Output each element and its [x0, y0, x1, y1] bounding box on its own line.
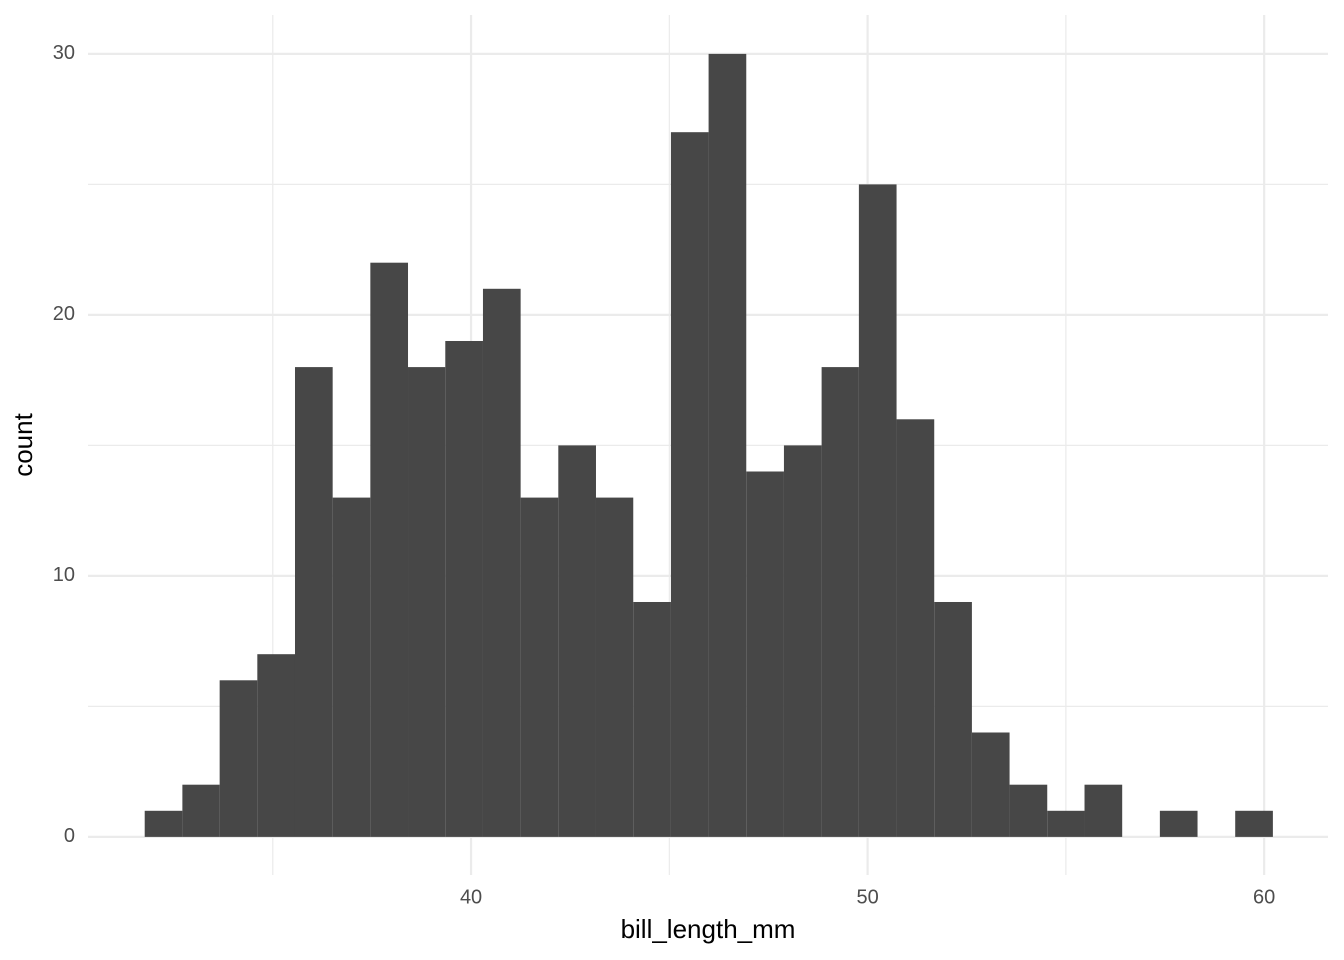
bar [257, 654, 295, 837]
bar [821, 367, 859, 837]
labels: 40 50 60 0 10 20 30 [53, 42, 1276, 908]
bar [332, 497, 371, 837]
bar [858, 184, 897, 837]
bars [144, 53, 1273, 837]
bar [1009, 784, 1048, 837]
bar [558, 445, 596, 837]
bar [144, 810, 183, 837]
bar [445, 340, 483, 837]
y-axis-title: count [8, 412, 38, 476]
bar [482, 288, 521, 837]
bar [783, 445, 822, 837]
bar [219, 680, 258, 837]
y-tick-label: 0 [64, 825, 75, 847]
x-tick-label: 50 [856, 886, 878, 908]
bar [708, 53, 747, 837]
bar [520, 497, 559, 837]
y-tick-label: 10 [53, 564, 75, 586]
bar [1159, 810, 1198, 837]
y-tick-label: 20 [53, 303, 75, 325]
x-axis-title: bill_length_mm [621, 914, 796, 944]
bar [370, 262, 409, 837]
bar [670, 132, 709, 837]
bar [595, 497, 634, 837]
bar [1235, 810, 1273, 837]
bar [1084, 784, 1123, 837]
bar [896, 419, 935, 837]
x-tick-label: 60 [1253, 886, 1275, 908]
bar [633, 601, 671, 837]
bar [971, 732, 1010, 837]
bar [408, 367, 446, 837]
x-tick-label: 40 [460, 886, 482, 908]
bar [934, 601, 972, 837]
bar [1047, 810, 1085, 837]
y-tick-label: 30 [53, 42, 75, 64]
bar [294, 367, 333, 837]
bar [182, 784, 220, 837]
bar [746, 471, 784, 837]
